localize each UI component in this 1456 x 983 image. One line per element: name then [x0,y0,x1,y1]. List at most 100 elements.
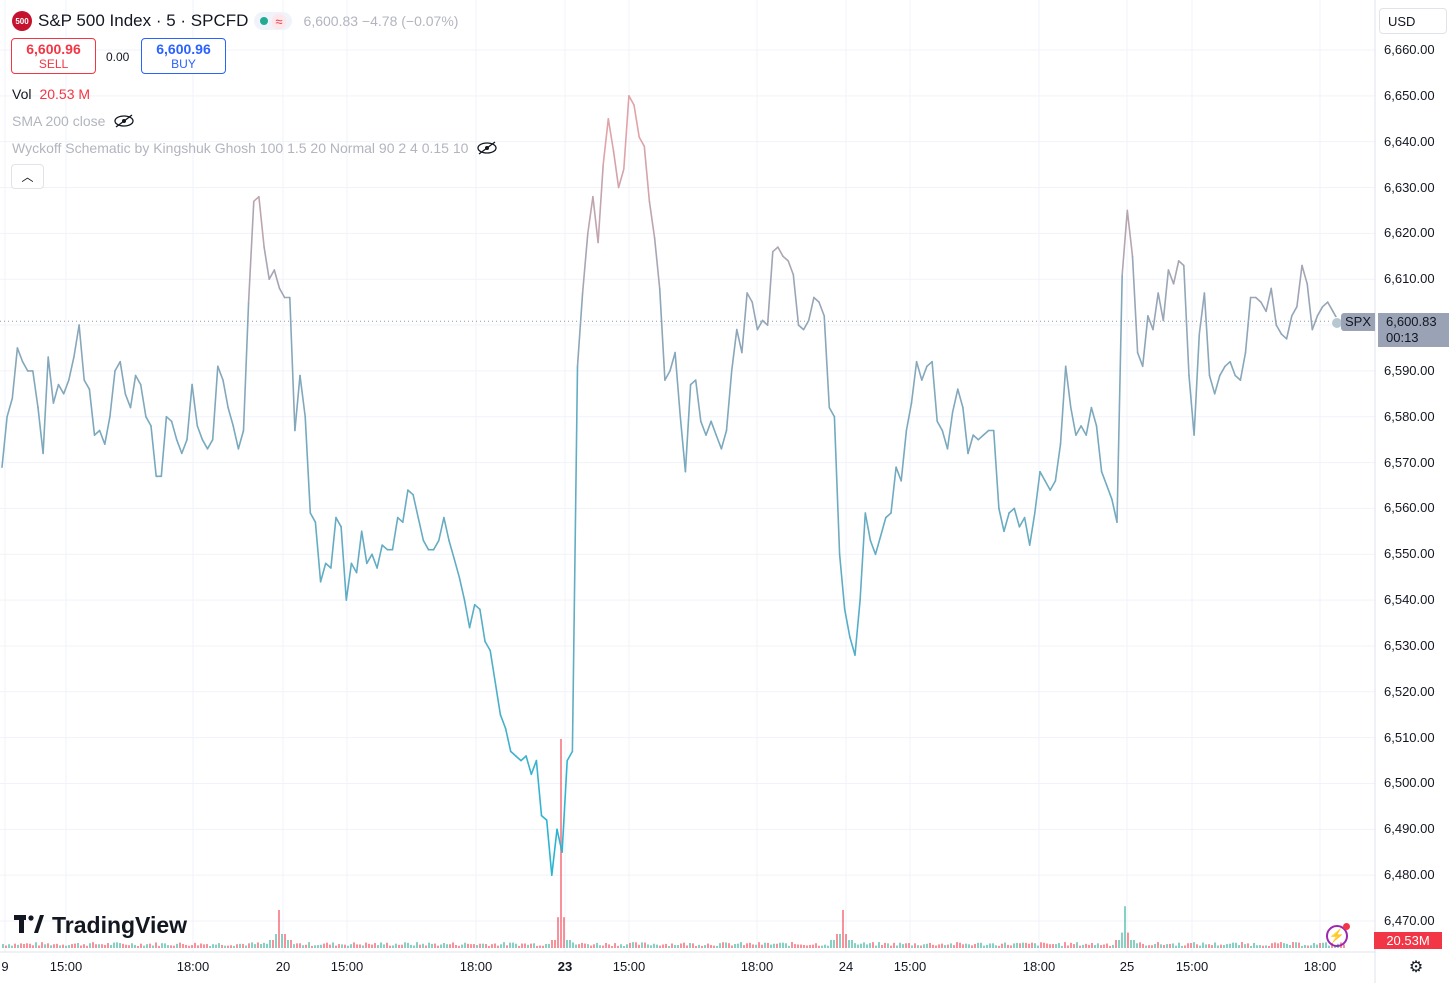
settings-icon[interactable]: ⚙ [1408,959,1424,976]
price-segment [1193,333,1201,436]
price-segment [263,246,271,281]
price-segment [771,246,779,253]
price-segment [1090,406,1098,427]
volume-bar [935,945,937,948]
volume-bar [515,943,517,948]
volume-bar [1106,943,1108,948]
volume-bar [1142,943,1144,948]
price-segment [1157,292,1165,322]
tradingview-logo[interactable]: TradingView [14,912,187,939]
volume-bar [914,943,916,948]
volume-bar [701,945,703,948]
collapse-legend-button[interactable]: ︿ [11,164,44,189]
wyckoff-indicator[interactable]: Wyckoff Schematic by Kingshuk Ghosh 100 … [12,140,498,156]
volume-bar [134,944,136,948]
volume-bar [1169,943,1171,948]
volume-bar [1292,942,1294,948]
sma-indicator[interactable]: SMA 200 close [12,113,135,129]
volume-bar [548,943,550,948]
volume-bar [695,945,697,948]
price-segment [11,347,19,400]
buy-label: BUY [171,57,196,71]
price-segment [391,516,399,551]
volume-bar [902,944,904,948]
price-segment [473,603,481,611]
volume-bar [62,944,64,948]
volume-bar [428,942,430,948]
volume-bar [1025,942,1027,948]
volume-bar [827,945,829,948]
symbol-title[interactable]: S&P 500 Index · 5 · SPCFD [38,11,249,30]
volume-bar [128,945,130,948]
currency-selector[interactable]: USD [1379,8,1447,34]
volume-bar [1250,945,1252,948]
price-segment [1270,287,1278,326]
volume-indicator[interactable]: Vol 20.53 M [12,86,90,102]
volume-bar [257,942,259,948]
sell-button[interactable]: 6,600.96 SELL [11,38,96,74]
price-segment [653,237,661,290]
price-segment [181,438,188,455]
wyckoff-label: Wyckoff Schematic by Kingshuk Ghosh 100 … [12,140,469,156]
volume-bar [362,945,364,948]
volume-bar [251,942,253,948]
volume-bar [254,944,256,948]
price-segment [129,374,137,409]
price-segment [294,374,301,432]
volume-bar [1010,945,1012,948]
volume-bar [830,940,832,948]
volume-bar [1034,943,1036,948]
volume-bar [1094,945,1096,948]
price-segment [21,360,29,372]
lightning-icon[interactable]: ⚡ [1326,925,1348,947]
price-segment [905,402,913,432]
volume-bar [131,943,133,948]
volume-bar [524,943,526,948]
volume-bar [365,942,367,948]
volume-bar [305,944,307,948]
eye-crossed-icon[interactable] [476,141,498,155]
price-segment [730,328,738,372]
volume-bar [1046,943,1048,948]
price-segment [104,415,111,446]
volume-bar [1307,945,1309,948]
volume-bar [557,917,559,948]
volume-bar [602,945,604,948]
price-segment [6,397,14,418]
price-segment [1039,470,1046,482]
volume-bar [863,942,865,948]
volume-bar [974,943,976,948]
volume-bar [158,945,160,948]
volume-bar [965,943,967,948]
volume-bar [329,944,331,948]
volume-bars [2,739,1345,948]
price-segment [1003,512,1010,533]
eye-crossed-icon[interactable] [113,114,135,128]
price-segment [1085,406,1093,436]
volume-bar [1322,942,1324,948]
volume-bar [500,944,502,948]
volume-bar [1343,944,1345,948]
price-segment [1172,260,1180,285]
volume-bar [248,943,250,948]
price-segment [371,553,378,569]
volume-bar [986,944,988,948]
price-segment [324,562,332,569]
volume-bar [716,945,718,948]
price-segment [468,603,476,629]
volume-bar [1049,944,1051,948]
price-segment [607,118,615,152]
price-segment [150,425,157,478]
volume-bar [980,942,982,948]
buy-button[interactable]: 6,600.96 BUY [141,38,226,74]
symbol-header[interactable]: 500 S&P 500 Index · 5 · SPCFD ≈ 6,600.83… [12,10,458,32]
price-segment [818,301,826,317]
volume-bar [1178,942,1180,948]
market-status[interactable]: ≈ [254,12,292,30]
price-segment [448,539,456,560]
volume-bar [278,910,280,948]
price-segment [884,512,892,519]
price-segment [556,828,563,854]
